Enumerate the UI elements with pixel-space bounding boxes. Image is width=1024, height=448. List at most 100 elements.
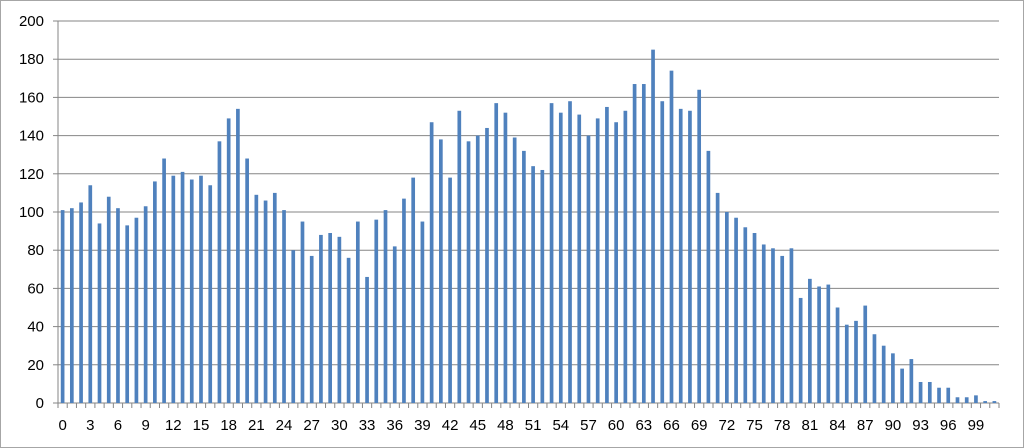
- x-tick-label: 0: [58, 417, 66, 434]
- bar: [568, 101, 572, 403]
- bar: [153, 181, 157, 403]
- bar: [955, 397, 960, 403]
- bar: [540, 169, 545, 403]
- bar: [337, 236, 342, 403]
- x-tick-label: 6: [114, 417, 122, 434]
- bar: [88, 185, 93, 403]
- x-tick-label: 48: [497, 417, 514, 434]
- bar: [189, 179, 194, 403]
- bar: [900, 368, 904, 403]
- bar: [715, 192, 720, 403]
- bar: [199, 175, 203, 403]
- x-tick-label: 39: [414, 417, 431, 434]
- bar: [208, 185, 213, 403]
- bar: [706, 150, 711, 403]
- bar: [79, 202, 83, 403]
- x-tick-label: 90: [885, 417, 902, 434]
- bars: [60, 49, 997, 404]
- y-tick-label: 60: [27, 280, 44, 297]
- y-tick-label: 140: [19, 128, 44, 145]
- bar: [927, 381, 932, 403]
- x-tick-label: 12: [165, 417, 182, 434]
- bar: [531, 166, 535, 403]
- bar: [678, 108, 683, 404]
- bar: [420, 221, 425, 403]
- bar: [669, 70, 674, 403]
- bar: [180, 171, 185, 403]
- bar: [623, 110, 628, 404]
- bar: [909, 359, 914, 403]
- gridlines: [53, 20, 1000, 408]
- bar: [641, 84, 646, 403]
- bar: [300, 221, 305, 403]
- bar: [291, 250, 296, 403]
- bar: [780, 255, 785, 403]
- x-tick-label: 36: [386, 417, 403, 434]
- bar: [254, 194, 259, 403]
- bar: [448, 177, 452, 403]
- y-tick-labels: 0 20 40 60 80 100 120 140 160 180 200: [19, 13, 44, 412]
- bar: [309, 255, 314, 403]
- bar: [660, 101, 665, 403]
- bar: [475, 135, 480, 403]
- bar: [236, 108, 240, 404]
- bar: [992, 401, 997, 403]
- bar: [946, 387, 951, 403]
- bar: [60, 210, 65, 403]
- bar: [217, 141, 222, 403]
- bar: [651, 49, 655, 404]
- bar: [116, 208, 120, 403]
- bar: [355, 221, 360, 403]
- bar: [734, 217, 738, 403]
- y-tick-label: 20: [27, 357, 44, 374]
- x-tick-label: 93: [912, 417, 929, 434]
- bar: [97, 223, 102, 403]
- bar: [881, 345, 886, 403]
- x-tick-label: 33: [359, 417, 376, 434]
- bar: [383, 210, 388, 403]
- bar: [817, 286, 821, 403]
- bar: [964, 397, 969, 403]
- bar: [346, 257, 351, 403]
- bar: [614, 122, 618, 403]
- bar: [632, 84, 637, 403]
- x-tick-label: 87: [857, 417, 874, 434]
- bar: [365, 276, 369, 403]
- bar: [743, 227, 748, 403]
- bar: [725, 212, 729, 403]
- bar: [503, 112, 508, 404]
- bar: [282, 210, 286, 403]
- x-tick-label: 63: [635, 417, 652, 434]
- bar: [439, 139, 443, 404]
- bar: [844, 324, 849, 403]
- bar: [522, 150, 526, 403]
- bar: [854, 320, 858, 403]
- x-tick-label: 27: [303, 417, 320, 434]
- x-tick-label: 72: [719, 417, 736, 434]
- bar: [937, 387, 941, 403]
- bar: [595, 118, 600, 403]
- bar: [272, 192, 277, 403]
- bar: [558, 112, 563, 404]
- x-tick-label: 96: [940, 417, 957, 434]
- bar: [429, 122, 434, 403]
- bar: [918, 381, 923, 403]
- bar: [983, 401, 988, 403]
- bar: [328, 233, 332, 403]
- x-tick-label: 15: [193, 417, 210, 434]
- y-tick-label: 0: [36, 395, 44, 412]
- bar: [826, 284, 831, 403]
- x-tick-label: 21: [248, 417, 265, 434]
- bar: [761, 244, 766, 403]
- bar: [494, 103, 499, 403]
- x-tick-label: 51: [525, 417, 542, 434]
- x-tick-label: 24: [276, 417, 293, 434]
- bar: [771, 248, 775, 403]
- y-tick-label: 180: [19, 51, 44, 68]
- x-tick-label: 57: [580, 417, 597, 434]
- bar: [392, 246, 397, 403]
- bar: [835, 307, 840, 403]
- x-tick-label: 18: [220, 417, 237, 434]
- bar: [143, 206, 148, 403]
